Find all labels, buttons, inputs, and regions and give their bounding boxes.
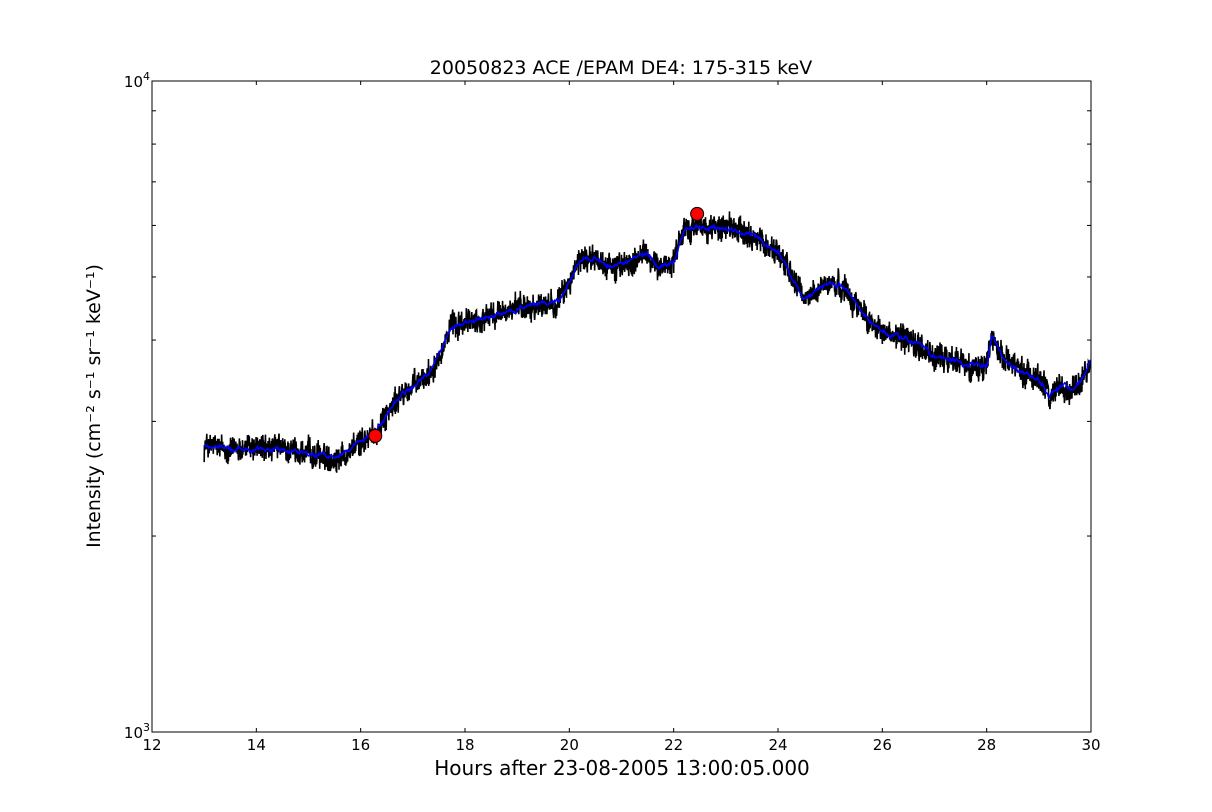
plot-area xyxy=(203,206,1091,473)
series-line-smoothed xyxy=(203,223,1091,460)
axes-frame xyxy=(151,80,1092,733)
event-marker xyxy=(368,428,383,443)
chart-title: 20050823 ACE /EPAM DE4: 175-315 keV xyxy=(430,57,812,79)
y-tick-label: 103 xyxy=(124,721,150,742)
x-tick-label: 24 xyxy=(768,736,787,754)
x-tick-label: 20 xyxy=(560,736,579,754)
x-tick-label: 16 xyxy=(351,736,370,754)
x-tick-label: 14 xyxy=(247,736,266,754)
x-tick-label: 18 xyxy=(455,736,474,754)
x-tick-label: 22 xyxy=(664,736,683,754)
x-axis-ticks: 12 14 16 18 20 22 24 26 28 30 xyxy=(142,81,1101,754)
event-marker xyxy=(690,206,705,221)
x-tick-label: 30 xyxy=(1081,736,1100,754)
x-tick-label: 28 xyxy=(977,736,996,754)
series-line-raw xyxy=(203,210,1091,473)
y-axis-ticks: 103 104 xyxy=(124,70,1091,742)
x-tick-label: 26 xyxy=(873,736,892,754)
x-axis-label: Hours after 23-08-2005 13:00:05.000 xyxy=(434,756,810,780)
x-tick-label: 12 xyxy=(142,736,161,754)
marker-layer xyxy=(368,206,705,443)
y-axis-label: Intensity (cm⁻² s⁻¹ sr⁻¹ keV⁻¹) xyxy=(83,264,105,548)
y-tick-label: 104 xyxy=(124,70,150,91)
series-layer xyxy=(203,210,1091,473)
